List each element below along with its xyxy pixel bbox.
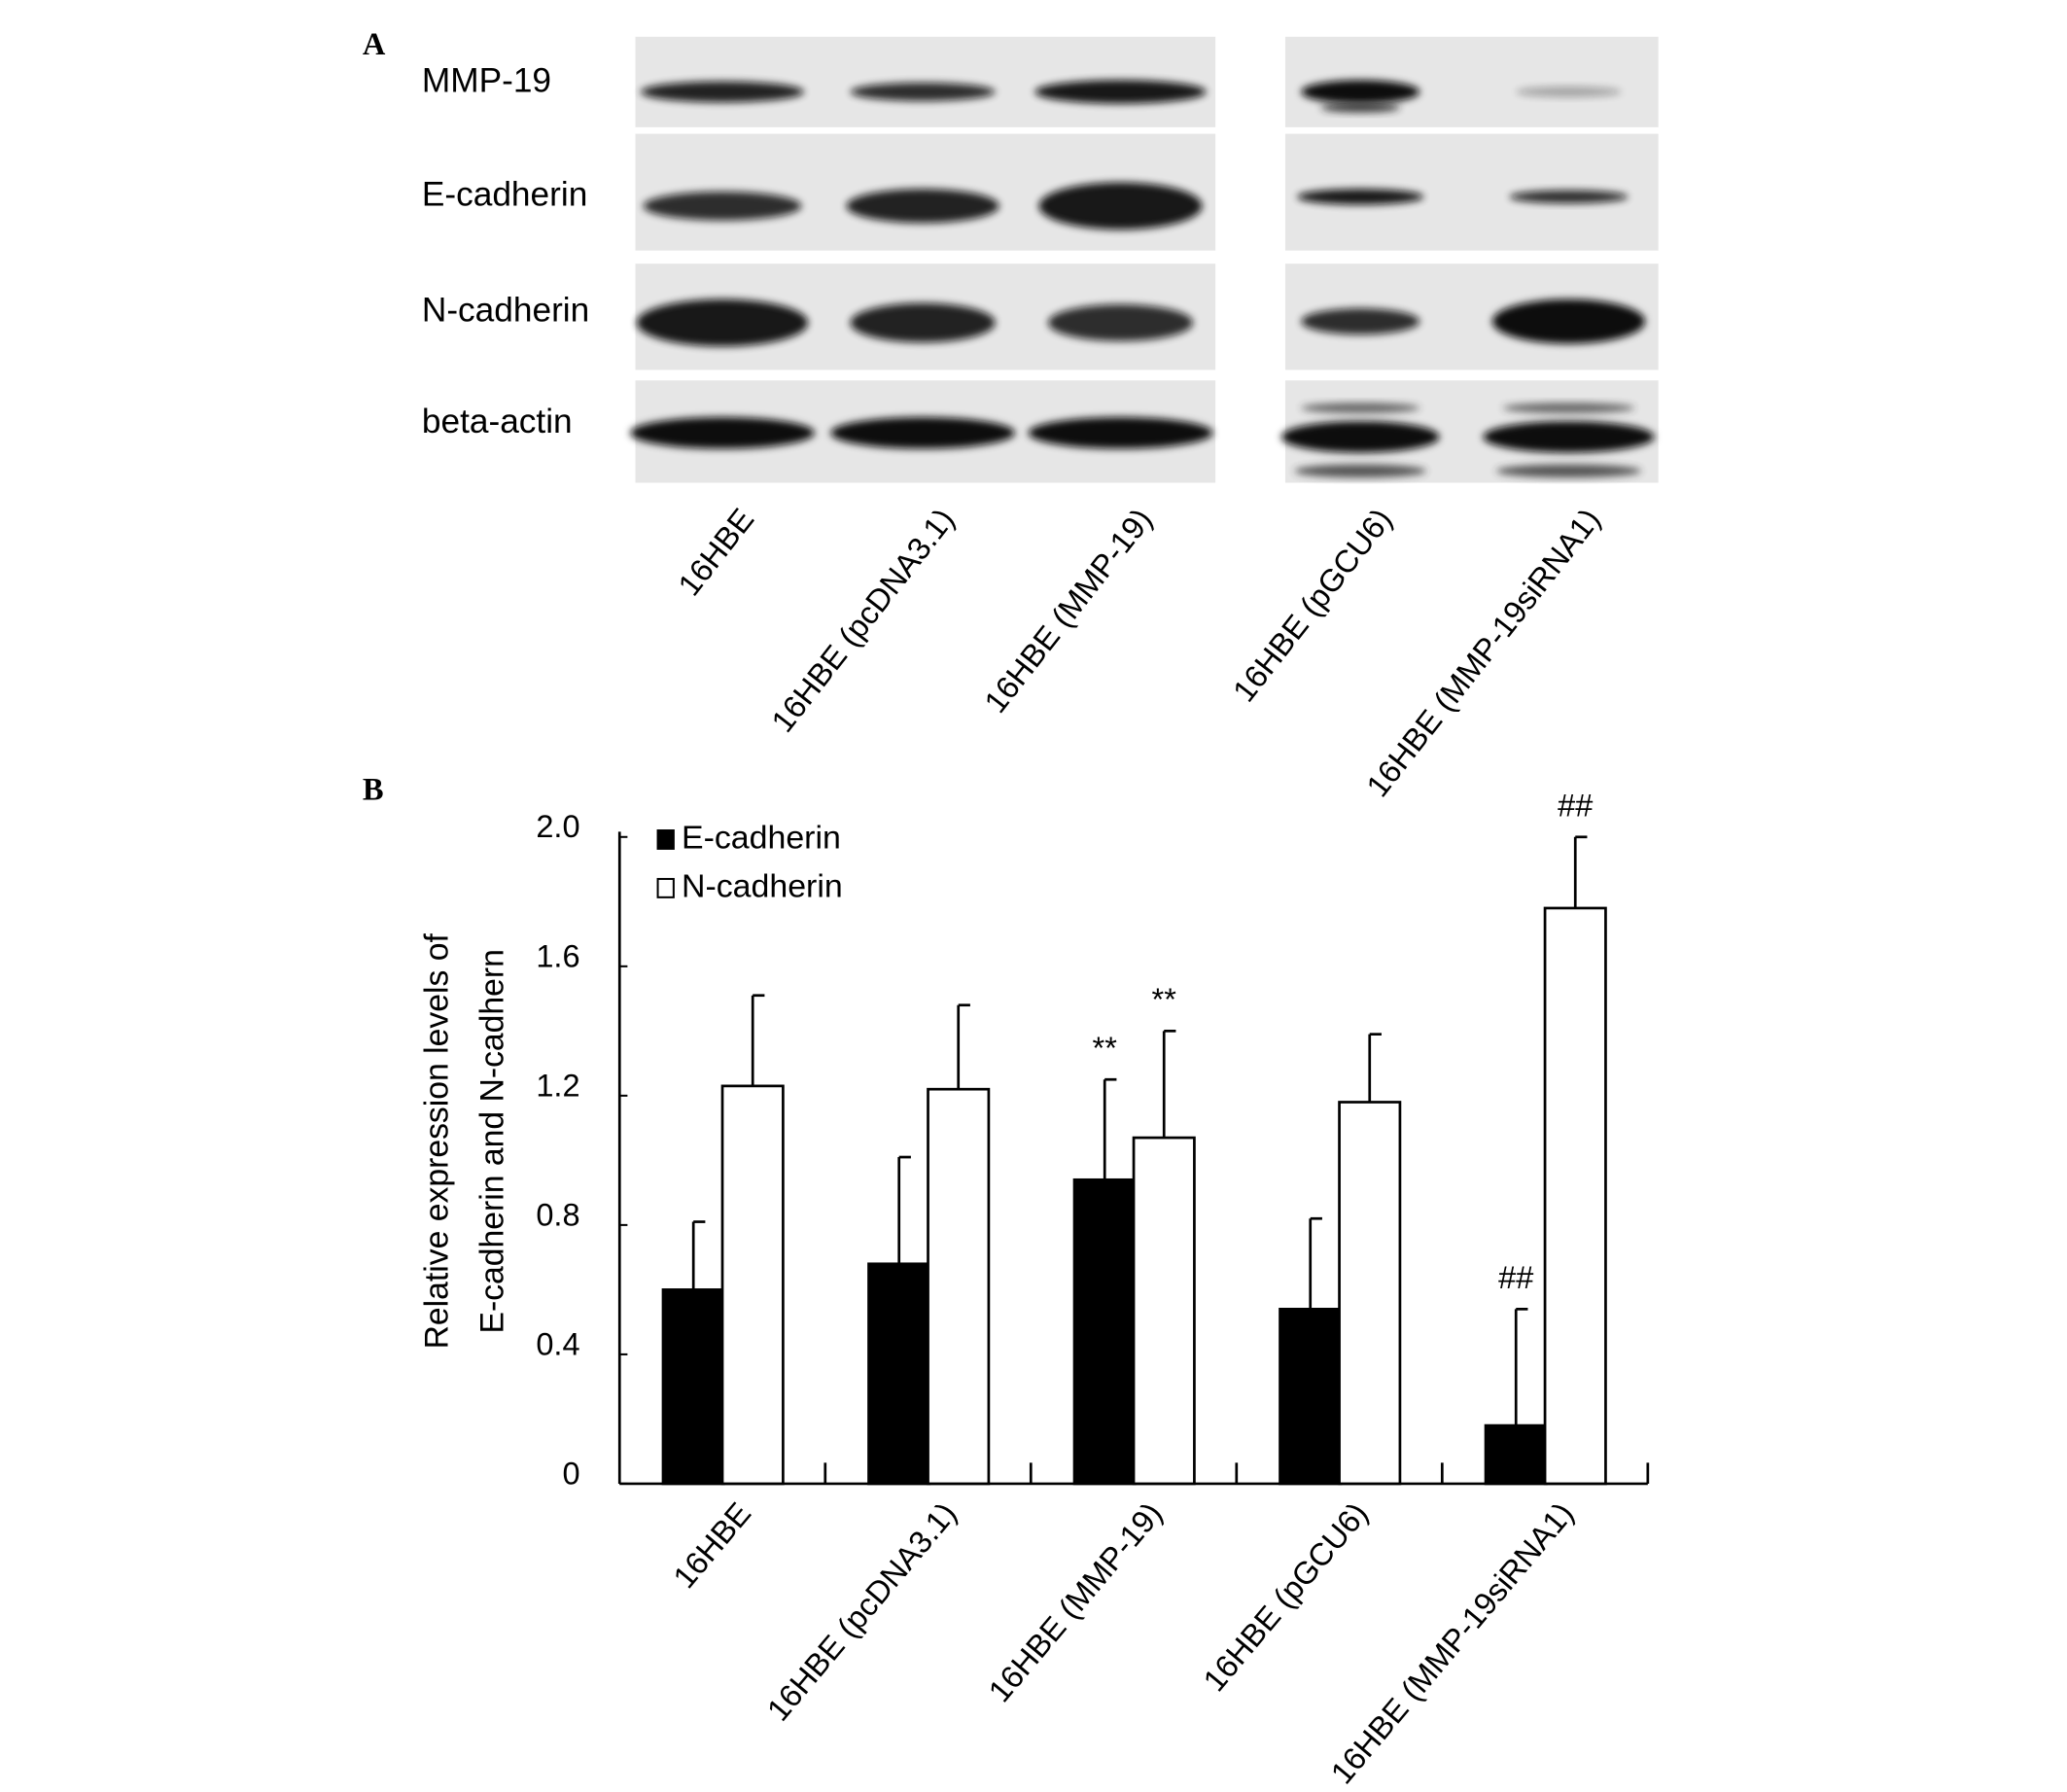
bar-chart: 0 0.4 0.8 1.2 1.6 2.0 Relative expression leve… bbox=[418, 789, 1650, 1790]
y-tick-label: 2.0 bbox=[536, 809, 579, 844]
protein-band bbox=[643, 191, 802, 221]
legend-label: E-cadherin bbox=[682, 819, 841, 856]
protein-band bbox=[1301, 308, 1420, 335]
protein-band bbox=[1502, 403, 1635, 413]
protein-band bbox=[636, 299, 809, 347]
protein-band bbox=[846, 189, 999, 224]
bar bbox=[1132, 1136, 1196, 1486]
y-tick-label: 0 bbox=[562, 1456, 579, 1491]
protein-band bbox=[630, 417, 815, 449]
lane-label: 16HBE (pcDNA3.1) bbox=[764, 502, 961, 738]
y-tick-label: 0.4 bbox=[536, 1326, 579, 1361]
significance-label: ** bbox=[1093, 1031, 1118, 1066]
protein-band bbox=[1495, 464, 1642, 478]
protein-band bbox=[1301, 80, 1420, 104]
y-tick-label: 1.6 bbox=[536, 938, 579, 973]
protein-band bbox=[1483, 421, 1655, 453]
legend-label: N-cadherin bbox=[682, 867, 843, 904]
significance-label: ## bbox=[1558, 789, 1593, 824]
bar bbox=[1484, 1423, 1548, 1486]
panel-label: A bbox=[363, 27, 386, 62]
panel-label: B bbox=[363, 772, 384, 807]
protein-band bbox=[1034, 80, 1207, 104]
protein-band bbox=[1038, 182, 1203, 230]
lane-label: 16HBE (MMP-19siRNA1) bbox=[1360, 502, 1607, 803]
y-axis-title: Relative expression levels of E-cadherin … bbox=[418, 933, 510, 1350]
bar bbox=[720, 1084, 785, 1486]
bar bbox=[1072, 1177, 1137, 1486]
y-axis-title-line: Relative expression levels of bbox=[418, 933, 455, 1350]
lane-label: 16HBE (MMP-19) bbox=[977, 502, 1158, 719]
significance-label: ## bbox=[1498, 1260, 1533, 1295]
protein-label: beta-actin bbox=[422, 403, 573, 440]
protein-band bbox=[1320, 102, 1400, 114]
y-tick-label: 0.8 bbox=[536, 1197, 579, 1232]
protein-band bbox=[1491, 299, 1646, 344]
legend-swatch bbox=[656, 829, 675, 850]
protein-band bbox=[640, 81, 805, 103]
protein-band bbox=[1516, 87, 1622, 97]
x-tick-label: 16HBE (pGCU6) bbox=[1197, 1495, 1375, 1698]
protein-band bbox=[1028, 417, 1213, 449]
bar bbox=[661, 1288, 725, 1486]
protein-band bbox=[850, 82, 996, 101]
y-tick-label: 1.2 bbox=[536, 1068, 579, 1103]
lane-label: 16HBE bbox=[672, 502, 761, 602]
protein-band bbox=[1301, 403, 1420, 413]
bar bbox=[867, 1262, 931, 1486]
protein-band bbox=[1297, 189, 1424, 205]
x-tick-label: 16HBE (pcDNA3.1) bbox=[760, 1495, 963, 1727]
x-tick-label: 16HBE (MMP-19siRNA1) bbox=[1324, 1495, 1581, 1790]
bar bbox=[1543, 906, 1607, 1486]
protein-band bbox=[1294, 464, 1427, 478]
protein-label: E-cadherin bbox=[422, 176, 587, 214]
protein-label: MMP-19 bbox=[422, 61, 551, 99]
protein-band bbox=[1047, 304, 1194, 341]
significance-label: ** bbox=[1152, 982, 1177, 1017]
bar bbox=[1279, 1307, 1343, 1486]
western-blot: MMP-19 E-cadherin N-cadherin beta-actin 16HB… bbox=[422, 36, 1659, 803]
protein-band bbox=[850, 302, 996, 343]
lane-label: 16HBE (pGCU6) bbox=[1226, 502, 1399, 708]
bar bbox=[927, 1087, 991, 1486]
protein-band bbox=[1509, 190, 1629, 204]
protein-label: N-cadherin bbox=[422, 291, 589, 329]
x-tick-label: 16HBE bbox=[666, 1495, 757, 1595]
bar bbox=[1338, 1101, 1402, 1486]
protein-band bbox=[830, 417, 1016, 449]
y-axis-title-line: E-cadherin and N-cadhern bbox=[473, 949, 510, 1333]
x-tick-label: 16HBE (MMP-19) bbox=[982, 1495, 1170, 1708]
legend-swatch bbox=[656, 877, 675, 898]
protein-band bbox=[1280, 421, 1440, 453]
